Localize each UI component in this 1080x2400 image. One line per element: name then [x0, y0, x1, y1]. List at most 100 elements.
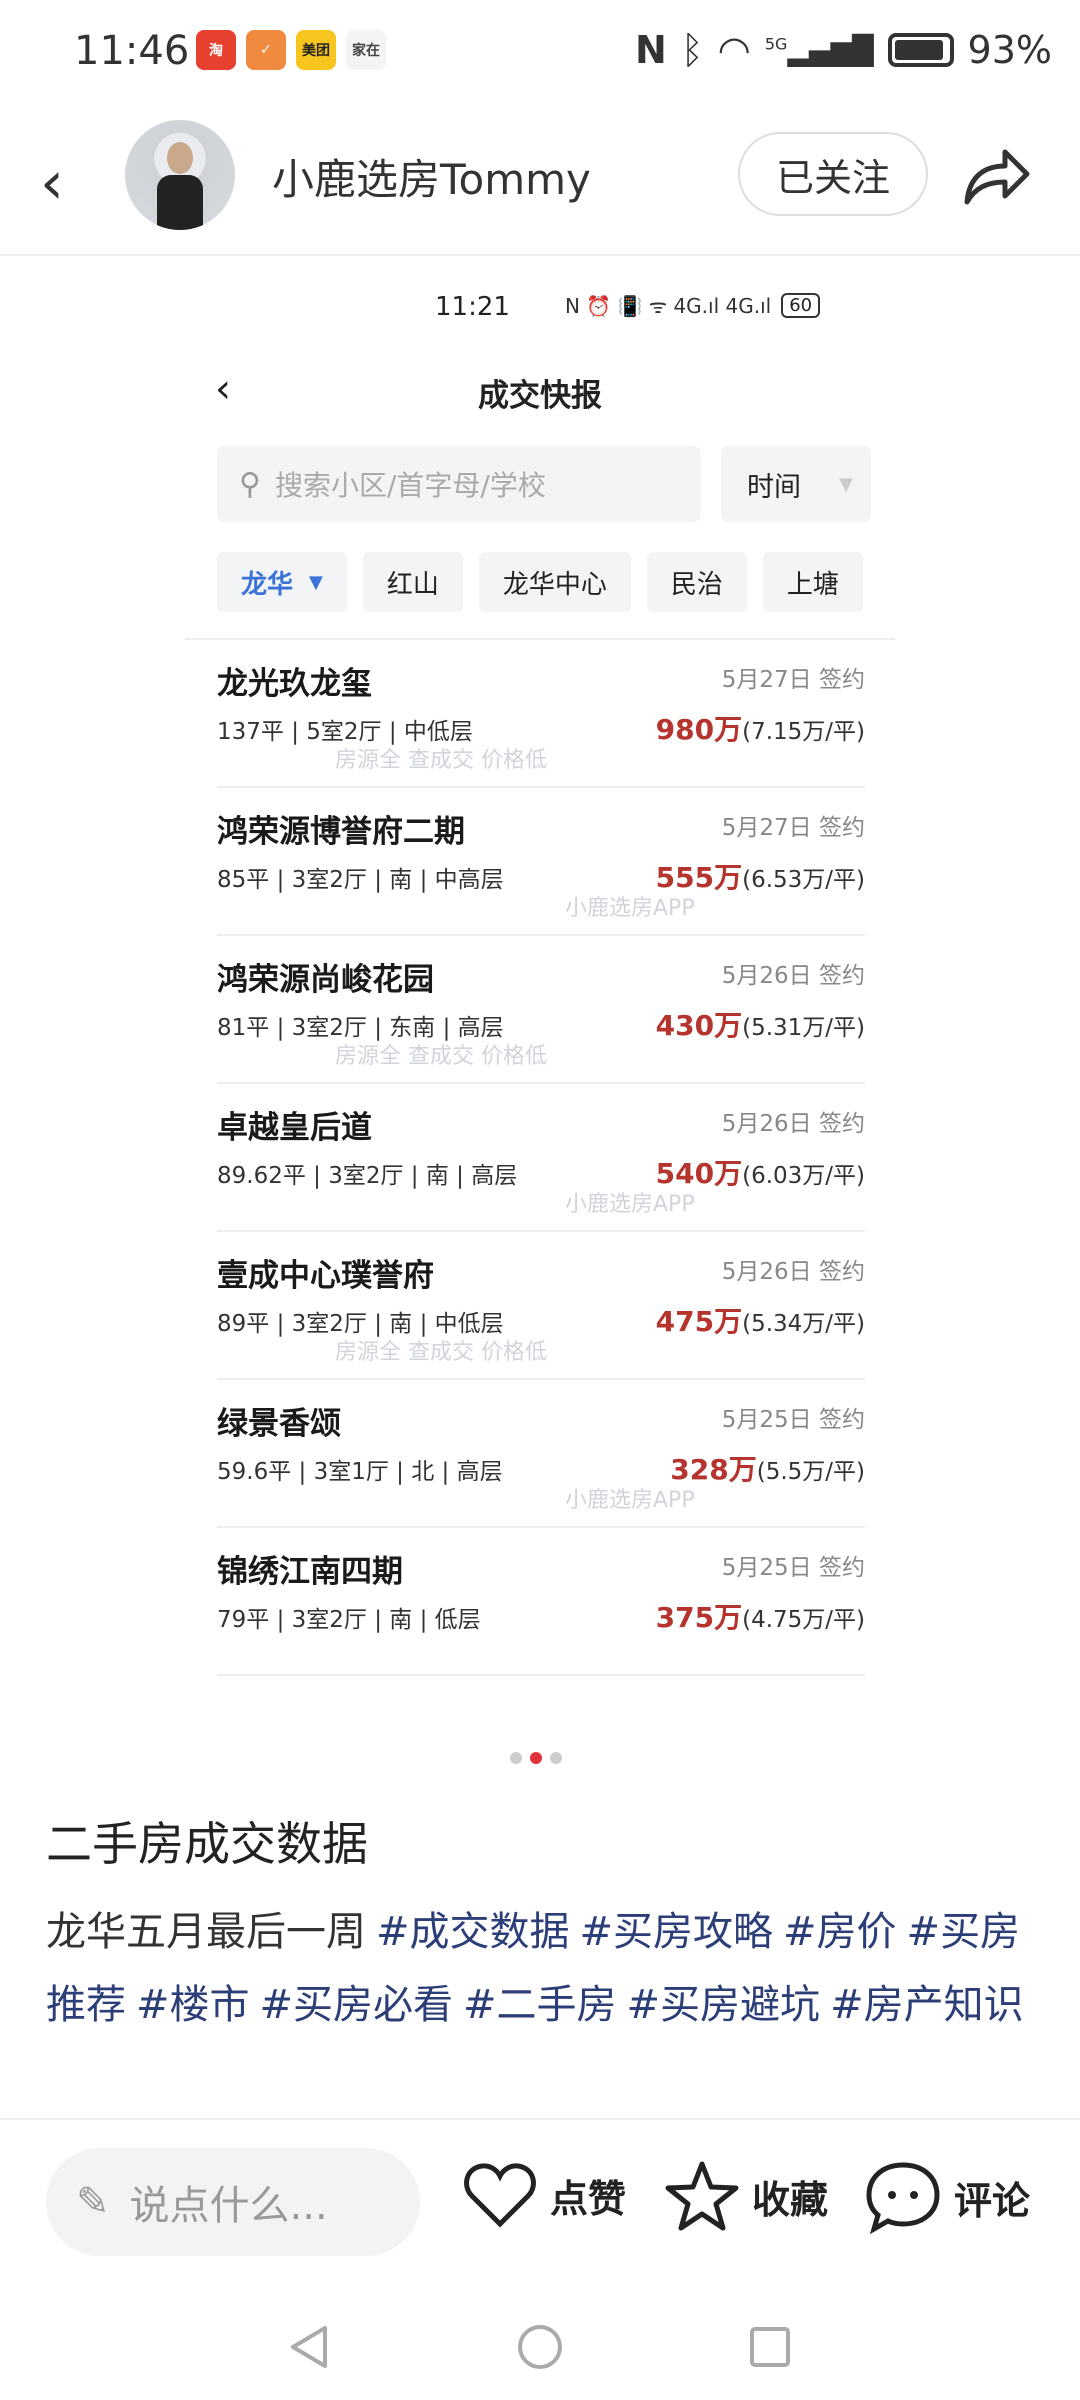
listing-name: 鸿荣源博誉府二期	[217, 814, 465, 850]
embedded-battery: 60	[781, 293, 821, 318]
network-type: 5G	[764, 34, 788, 54]
comment-bubble-icon	[866, 2162, 940, 2234]
caret-down-icon: ▼	[309, 571, 323, 593]
listing-date: 5月26日 签约	[721, 1111, 865, 1137]
hashtag-link[interactable]: #买房攻略	[579, 1909, 774, 1955]
hashtag-link[interactable]: #房价	[783, 1909, 897, 1955]
listing-price: 980万(7.15万/平)	[656, 708, 865, 748]
avatar[interactable]	[125, 120, 235, 230]
system-icons: N ᛒ ◠ 5G▂▄▆█ 93%	[635, 28, 1052, 72]
like-label: 点赞	[550, 2176, 627, 2221]
heart-icon	[464, 2163, 536, 2228]
chip-minzhi: 民治	[646, 552, 747, 612]
pencil-icon: ✎	[76, 2179, 110, 2225]
author-name[interactable]: 小鹿选房Tommy	[272, 155, 591, 204]
unit-price: (5.34万/平)	[742, 1311, 865, 1337]
post-description: 龙华五月最后一周 #成交数据 #买房攻略 #房价 #买房推荐 #楼市 #买房必看 #二手房 #买…	[46, 1896, 1046, 2042]
comment-input[interactable]: ✎ 说点什么...	[46, 2148, 420, 2256]
listing-info: 85平 | 3室2厅 | 南 | 中高层	[217, 867, 504, 893]
unit-price: (7.15万/平)	[742, 719, 865, 745]
listing-row: 龙光玖龙玺 5月27日 签约 137平 | 5室2厅 | 中低层 980万(7.…	[217, 640, 865, 788]
wifi-icon: ◠	[717, 28, 751, 72]
embedded-time-filter: 时间 ▼	[721, 446, 871, 522]
listing-info: 89平 | 3室2厅 | 南 | 中低层	[217, 1311, 504, 1337]
embedded-status-time: 11:21	[435, 292, 510, 322]
chip-label: 龙华	[241, 569, 294, 600]
listing-info: 137平 | 5室2厅 | 中低层	[217, 719, 473, 745]
total-price: 980万	[655, 713, 743, 746]
listing-price: 475万(5.34万/平)	[656, 1300, 865, 1340]
nav-back-icon[interactable]	[285, 2322, 335, 2372]
listing-name: 绿景香颂	[217, 1406, 341, 1442]
listing-date: 5月25日 签约	[721, 1555, 865, 1581]
listing-row: 鸿荣源博誉府二期 5月27日 签约 85平 | 3室2厅 | 南 | 中高层 5…	[217, 788, 865, 936]
system-nav-bar	[0, 2300, 1080, 2400]
hashtag-link[interactable]: #买房避坑	[626, 1982, 821, 2028]
signal-icon: 5G▂▄▆█	[764, 33, 874, 67]
like-button[interactable]: 点赞	[462, 2160, 626, 2230]
unit-price: (5.5万/平)	[756, 1459, 865, 1485]
taobao-notification-icon: 淘	[196, 30, 236, 70]
health-notification-icon: ✓	[246, 30, 286, 70]
listing-info: 89.62平 | 3室2厅 | 南 | 高层	[217, 1163, 518, 1189]
post-header: ‹ 小鹿选房Tommy 已关注	[0, 110, 1080, 256]
post-image[interactable]: 11:21 N ⏰ 📳 ᯤ 4G.ıl 4G.ıl 60 ‹ 成交快报 ⚲ 搜索…	[185, 270, 895, 1700]
carousel-dot[interactable]	[510, 1752, 522, 1764]
embedded-status-icons: N ⏰ 📳 ᯤ 4G.ıl 4G.ıl	[565, 294, 772, 318]
comment-placeholder: 说点什么...	[129, 2183, 328, 2229]
chevron-down-icon: ▼	[839, 473, 853, 495]
listing-row: 锦绣江南四期 5月25日 签约 79平 | 3室2厅 | 南 | 低层 375万…	[217, 1528, 865, 1676]
listing-name: 龙光玖龙玺	[217, 666, 372, 702]
nav-recents-icon[interactable]	[745, 2322, 795, 2372]
comment-button[interactable]: 评论	[864, 2160, 1030, 2234]
hashtag-link[interactable]: #成交数据	[376, 1909, 570, 1955]
embedded-status-bar: N ⏰ 📳 ᯤ 4G.ıl 4G.ıl 60	[565, 292, 821, 319]
post-title: 二手房成交数据	[46, 1817, 368, 1871]
carousel-dot[interactable]	[550, 1752, 562, 1764]
status-time: 11:46	[74, 28, 190, 74]
total-price: 540万	[655, 1157, 743, 1190]
listing-date: 5月26日 签约	[721, 1259, 865, 1285]
listing-row: 鸿荣源尚峻花园 5月26日 签约 81平 | 3室2厅 | 东南 | 高层 43…	[217, 936, 865, 1084]
listing-price: 555万(6.53万/平)	[656, 856, 865, 896]
hashtag-link[interactable]: #楼市	[136, 1982, 250, 2028]
favorite-label: 收藏	[752, 2177, 829, 2222]
listing-name: 鸿荣源尚峻花园	[217, 962, 434, 998]
unit-price: (6.53万/平)	[742, 867, 865, 893]
listing-date: 5月26日 签约	[721, 963, 865, 989]
meituan-notification-icon: 美团	[296, 30, 336, 70]
carousel-dot-active[interactable]	[530, 1752, 542, 1764]
unit-price: (6.03万/平)	[742, 1163, 865, 1189]
battery-percent: 93%	[967, 28, 1052, 72]
hashtag-link[interactable]: #买房必看	[259, 1982, 454, 2028]
time-filter-label: 时间	[747, 471, 801, 503]
listing-price: 540万(6.03万/平)	[656, 1152, 865, 1192]
listing-info: 59.6平 | 3室1厅 | 北 | 高层	[217, 1459, 503, 1485]
divider	[0, 2118, 1080, 2120]
embedded-page-title: 成交快报	[478, 378, 602, 414]
bluetooth-icon: ᛒ	[680, 28, 704, 72]
chip-longhua: 龙华 ▼	[217, 552, 347, 612]
listing-price: 430万(5.31万/平)	[656, 1004, 865, 1044]
listing-date: 5月27日 签约	[721, 667, 865, 693]
total-price: 328万	[670, 1453, 757, 1486]
listing-info: 81平 | 3室2厅 | 东南 | 高层	[217, 1015, 504, 1041]
embedded-back-icon: ‹	[215, 366, 231, 412]
nav-home-icon[interactable]	[515, 2322, 565, 2372]
hashtag-link[interactable]: #房产知识	[830, 1982, 1024, 2028]
unit-price: (4.75万/平)	[742, 1607, 865, 1633]
listing-price: 328万(5.5万/平)	[670, 1448, 865, 1488]
hashtag-link[interactable]: #买房推荐	[46, 1909, 1021, 2028]
follow-button[interactable]: 已关注	[738, 132, 928, 216]
total-price: 555万	[655, 861, 743, 894]
listing-name: 锦绣江南四期	[217, 1554, 403, 1590]
back-button[interactable]: ‹	[40, 148, 64, 218]
listing-name: 壹成中心璞誉府	[217, 1258, 434, 1294]
status-bar: 11:46 淘 ✓ 美团 家在 N ᛒ ◠ 5G▂▄▆█ 93%	[0, 0, 1080, 100]
share-icon[interactable]	[955, 140, 1035, 210]
jiazai-notification-icon: 家在	[346, 30, 386, 70]
hashtag-link[interactable]: #二手房	[463, 1982, 617, 2028]
star-icon	[665, 2161, 739, 2231]
favorite-button[interactable]: 收藏	[664, 2160, 828, 2232]
listing-date: 5月25日 签约	[721, 1407, 865, 1433]
